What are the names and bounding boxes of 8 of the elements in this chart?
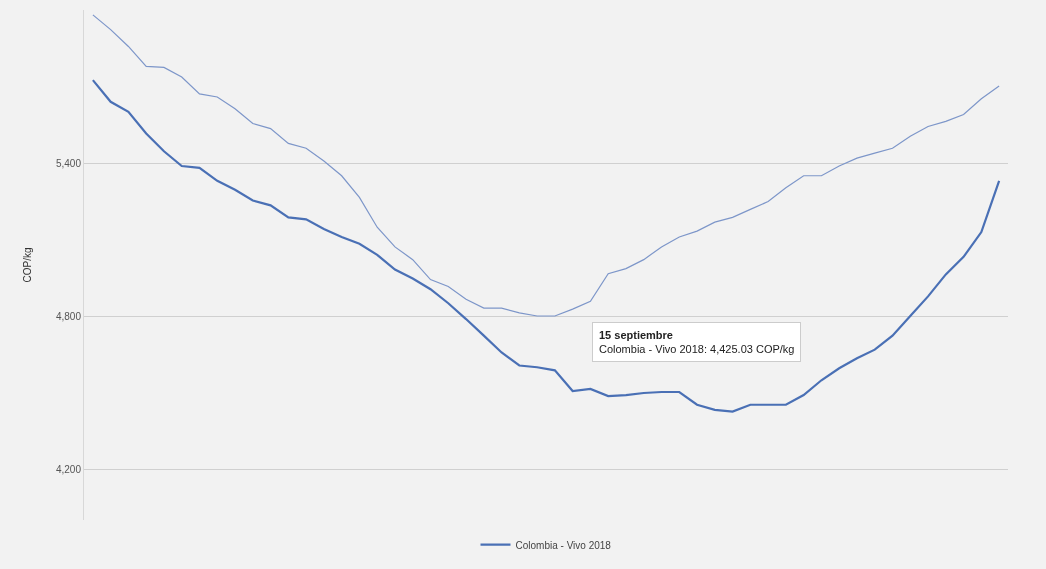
y-tick-label: 4,800 xyxy=(55,310,82,322)
line-series xyxy=(91,79,1001,413)
y-tick-label: 5,400 xyxy=(55,157,82,169)
y-tick-label: 4,200 xyxy=(55,463,82,475)
legend-label: Colombia - Vivo 2018 xyxy=(515,539,612,551)
y-axis-title: COP/kg xyxy=(21,247,33,283)
annotation: 15 septiembre Colombia - Vivo 2018: 4,425.03 COP/kg xyxy=(599,329,795,356)
line-series xyxy=(92,14,1000,317)
